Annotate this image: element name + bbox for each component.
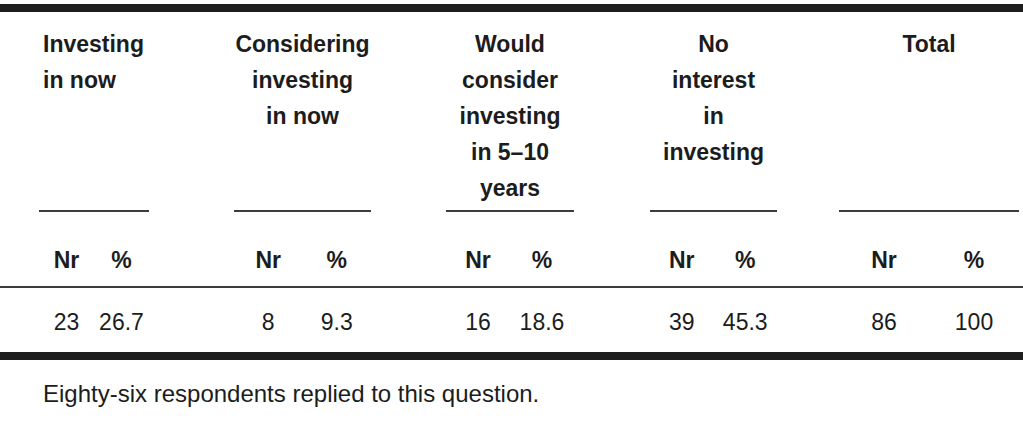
data-row: 39 45.3 (650, 308, 777, 336)
nr-column-header: Nr (39, 246, 94, 274)
column-group-header: Considering investing in now (234, 26, 371, 134)
pct-column-header: % (714, 246, 778, 274)
column-group-underline (39, 210, 149, 212)
subheader-row: Nr % (39, 246, 149, 274)
data-row: 16 18.6 (446, 308, 574, 336)
column-group-would-consider: Would consider investing in 5–10 years N… (446, 0, 574, 428)
pct-column-header: % (510, 246, 574, 274)
column-group-investing-now: Investing in now Nr % 23 26.7 (39, 0, 149, 428)
nr-column-header: Nr (650, 246, 714, 274)
pct-value: 100 (929, 308, 1019, 336)
column-group-total: Total Nr % 86 100 (839, 0, 1019, 428)
column-group-underline (650, 210, 777, 212)
pct-column-header: % (929, 246, 1019, 274)
column-group-no-interest: No interest in investing Nr % 39 45.3 (650, 0, 777, 428)
column-group-header: Investing in now (39, 26, 149, 98)
subheader-divider-rule (0, 286, 1023, 288)
column-group-header: Total (839, 26, 1019, 62)
pct-value: 45.3 (714, 308, 778, 336)
table-bottom-rule (0, 352, 1023, 360)
subheader-row: Nr % (650, 246, 777, 274)
pct-value: 26.7 (94, 308, 149, 336)
data-row: 23 26.7 (39, 308, 149, 336)
column-group-underline (234, 210, 371, 212)
nr-value: 16 (446, 308, 510, 336)
data-row: 8 9.3 (234, 308, 371, 336)
nr-value: 23 (39, 308, 94, 336)
results-table: Investing in now Nr % 23 26.7 Considerin… (0, 0, 1023, 428)
pct-column-header: % (94, 246, 149, 274)
subheader-row: Nr % (234, 246, 371, 274)
nr-value: 39 (650, 308, 714, 336)
table-footnote: Eighty-six respondents replied to this q… (43, 380, 539, 408)
data-row: 86 100 (839, 308, 1019, 336)
nr-column-header: Nr (234, 246, 303, 274)
pct-value: 18.6 (510, 308, 574, 336)
subheader-row: Nr % (446, 246, 574, 274)
nr-column-header: Nr (446, 246, 510, 274)
nr-value: 8 (234, 308, 303, 336)
nr-column-header: Nr (839, 246, 929, 274)
column-group-underline (446, 210, 574, 212)
pct-column-header: % (303, 246, 372, 274)
nr-value: 86 (839, 308, 929, 336)
column-group-header: Would consider investing in 5–10 years (446, 26, 574, 206)
column-group-considering-investing: Considering investing in now Nr % 8 9.3 (234, 0, 371, 428)
pct-value: 9.3 (303, 308, 372, 336)
column-group-underline (839, 210, 1019, 212)
column-group-header: No interest in investing (650, 26, 777, 170)
subheader-row: Nr % (839, 246, 1019, 274)
